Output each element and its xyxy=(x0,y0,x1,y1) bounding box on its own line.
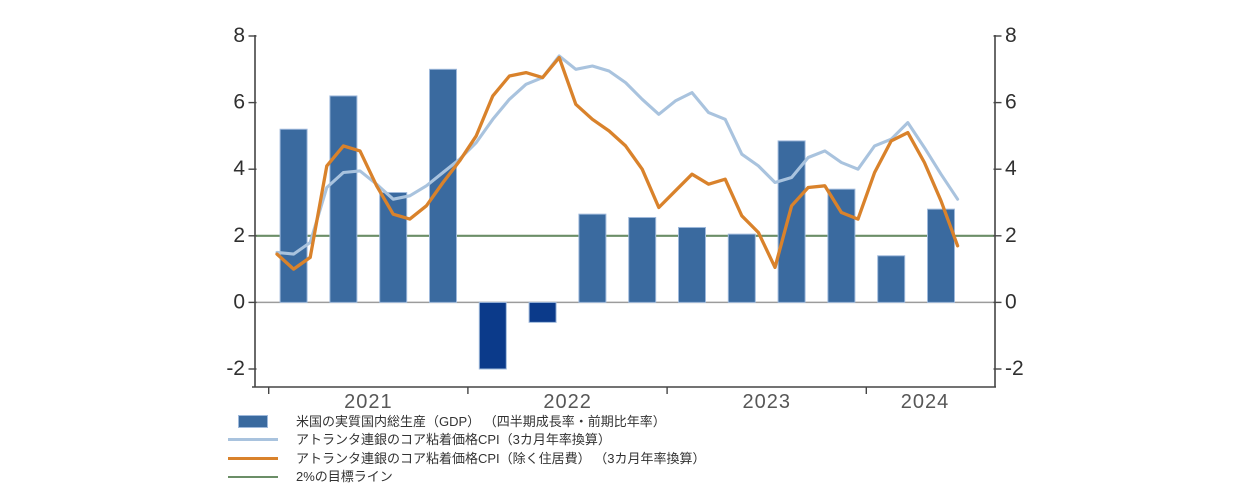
year-label-2024: 2024 xyxy=(901,391,950,413)
bar-2023Q2 xyxy=(727,233,756,303)
year-label-2022: 2022 xyxy=(543,391,592,413)
chart-legend: 米国の実質国内総生産（GDP） （四半期成長率・前期比年率） アトランタ連銀のコ… xyxy=(228,412,706,486)
legend-label-sticky-cpi-ex-shelter: アトランタ連銀のコア粘着価格CPI（除く住居費） （3カ月年率換算） xyxy=(296,450,706,466)
y-label-right-2: 2 xyxy=(1005,224,1017,247)
bar-2021Q1 xyxy=(279,128,308,303)
sticky-cpi-line-swatch-icon xyxy=(228,438,296,442)
axis-labels-group: 8 8 6 6 4 4 2 2 0 0 -2 -2 2021 2022 2023 2024 xyxy=(226,24,1023,413)
line-series-group xyxy=(275,54,960,271)
y-label-right-6: 6 xyxy=(1005,91,1017,114)
legend-label-target-line: 2%の目標ライン xyxy=(296,469,393,485)
bar-2022Q2 xyxy=(528,301,557,323)
bar-2023Q4 xyxy=(827,188,856,303)
legend-item-gdp: 米国の実質国内総生産（GDP） （四半期成長率・前期比年率） xyxy=(228,412,706,431)
gdp-bar-swatch-icon xyxy=(228,414,296,428)
y-label-right-0: 0 xyxy=(1005,290,1017,313)
line-series-0 xyxy=(275,54,960,256)
axes-group xyxy=(248,35,1002,394)
year-label-2021: 2021 xyxy=(344,391,393,413)
bar-2022Q1 xyxy=(478,301,507,370)
bar-2022Q3 xyxy=(578,213,607,303)
bar-2021Q2 xyxy=(329,95,358,303)
y-label-left-2: 2 xyxy=(233,224,245,247)
grid-lines-group xyxy=(256,234,994,304)
y-label-left-8: 8 xyxy=(233,24,245,47)
y-label-right-8: 8 xyxy=(1005,24,1017,47)
y-label-left--2: -2 xyxy=(226,357,245,380)
legend-item-target-line: 2%の目標ライン xyxy=(228,468,706,487)
y-label-right-4: 4 xyxy=(1005,157,1017,180)
bar-2024Q1 xyxy=(877,255,906,303)
legend-label-sticky-cpi: アトランタ連銀のコア粘着価格CPI（3カ月年率換算） xyxy=(296,432,611,448)
sticky-cpi-ex-shelter-line-swatch-icon xyxy=(228,456,296,460)
y-label-left-6: 6 xyxy=(233,91,245,114)
year-label-2023: 2023 xyxy=(743,391,792,413)
bar-2022Q4 xyxy=(628,216,657,303)
bar-2021Q4 xyxy=(429,68,457,303)
y-label-right--2: -2 xyxy=(1005,357,1024,380)
legend-label-gdp: 米国の実質国内総生産（GDP） （四半期成長率・前期比年率） xyxy=(296,413,666,429)
bars-group xyxy=(279,68,955,370)
legend-item-sticky-cpi-ex-shelter: アトランタ連銀のコア粘着価格CPI（除く住居費） （3カ月年率換算） xyxy=(228,449,706,468)
y-label-left-0: 0 xyxy=(233,290,245,313)
y-label-left-4: 4 xyxy=(233,157,245,180)
bar-2023Q1 xyxy=(678,226,706,303)
target-line-swatch-icon xyxy=(228,475,296,478)
bar-2021Q3 xyxy=(379,192,408,303)
legend-item-sticky-cpi: アトランタ連銀のコア粘着価格CPI（3カ月年率換算） xyxy=(228,431,706,450)
line-series-1 xyxy=(275,55,960,271)
